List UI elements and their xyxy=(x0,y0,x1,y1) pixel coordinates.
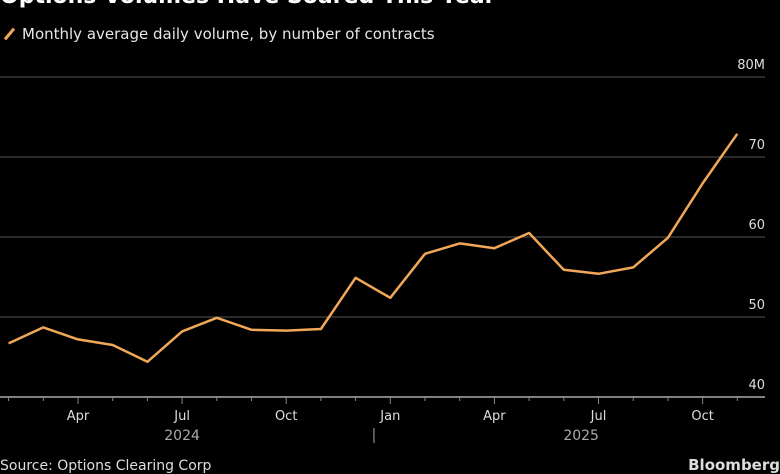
y-tick-label: 80M xyxy=(737,58,765,73)
year-label: 2024 xyxy=(164,428,200,444)
x-tick-label: Jul xyxy=(590,409,607,424)
series-line xyxy=(9,134,738,362)
x-tick-label: Jan xyxy=(379,409,400,424)
y-tick-label: 70 xyxy=(748,138,765,153)
x-tick-label: Oct xyxy=(691,409,713,424)
year-label: 2025 xyxy=(563,428,599,444)
y-tick-label: 60 xyxy=(748,218,765,233)
y-tick-label: 40 xyxy=(748,378,765,393)
x-tick-label: Apr xyxy=(483,409,506,424)
x-tick-label: Apr xyxy=(67,409,90,424)
x-tick-label: Jul xyxy=(173,409,190,424)
y-tick-label: 50 xyxy=(748,298,765,313)
brand-logo: Bloomberg xyxy=(688,456,780,474)
x-tick-label: Oct xyxy=(275,409,297,424)
source-note: Source: Options Clearing Corp xyxy=(0,458,211,474)
